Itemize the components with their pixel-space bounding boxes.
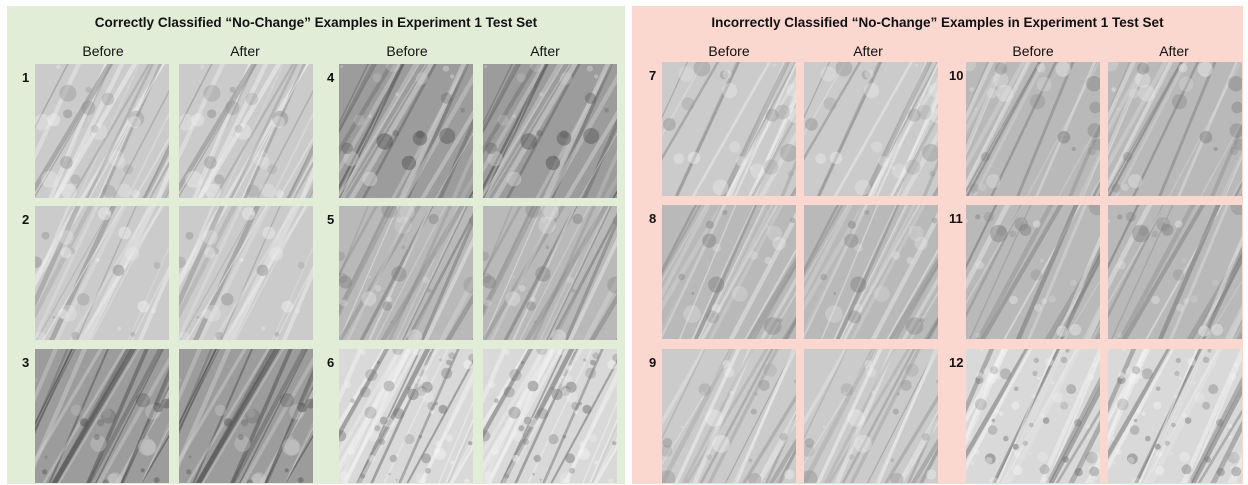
example-1-after-image [179, 64, 313, 198]
example-11-before-image [966, 205, 1100, 339]
example-10-before-image [966, 62, 1100, 196]
example-4-before-image [339, 64, 473, 198]
panel-incorrectly-classified: Incorrectly Classified “No-Change” Examp… [632, 6, 1243, 484]
example-6-before-image [339, 349, 473, 483]
column-header-after: After [530, 43, 560, 59]
example-number-4: 4 [327, 70, 335, 85]
example-1-before-image [35, 64, 169, 198]
column-header-after: After [853, 43, 883, 59]
example-2-after-image [179, 206, 313, 340]
example-number-11: 11 [949, 211, 963, 226]
example-number-5: 5 [327, 212, 335, 227]
example-number-9: 9 [649, 355, 657, 370]
example-5-after-image [483, 206, 617, 340]
example-6-after-image [483, 349, 617, 483]
example-10-after-image [1108, 62, 1242, 196]
example-3-before-image [35, 349, 169, 483]
example-9-after-image [804, 349, 938, 483]
column-header-after: After [230, 43, 260, 59]
example-7-after-image [804, 62, 938, 196]
panel-title: Incorrectly Classified “No-Change” Examp… [711, 15, 1164, 30]
panel-correctly-classified: Correctly Classified “No-Change” Example… [7, 6, 625, 484]
column-header-after: After [1159, 43, 1189, 59]
example-12-after-image [1108, 349, 1242, 483]
example-8-after-image [804, 205, 938, 339]
example-2-before-image [35, 206, 169, 340]
column-header-before: Before [386, 43, 428, 59]
example-12-before-image [966, 349, 1100, 483]
example-number-1: 1 [22, 70, 30, 85]
example-number-3: 3 [22, 355, 30, 370]
example-5-before-image [339, 206, 473, 340]
example-9-before-image [662, 349, 796, 483]
column-header-before: Before [1012, 43, 1054, 59]
example-number-2: 2 [22, 212, 30, 227]
example-4-after-image [483, 64, 617, 198]
column-header-before: Before [708, 43, 750, 59]
example-number-12: 12 [949, 355, 964, 370]
column-header-before: Before [82, 43, 124, 59]
example-number-10: 10 [949, 68, 964, 83]
example-number-7: 7 [649, 68, 657, 83]
example-8-before-image [662, 205, 796, 339]
example-number-6: 6 [327, 355, 335, 370]
example-7-before-image [662, 62, 796, 196]
example-11-after-image [1108, 205, 1242, 339]
example-3-after-image [179, 349, 313, 483]
example-number-8: 8 [649, 211, 657, 226]
panel-title: Correctly Classified “No-Change” Example… [94, 15, 538, 30]
